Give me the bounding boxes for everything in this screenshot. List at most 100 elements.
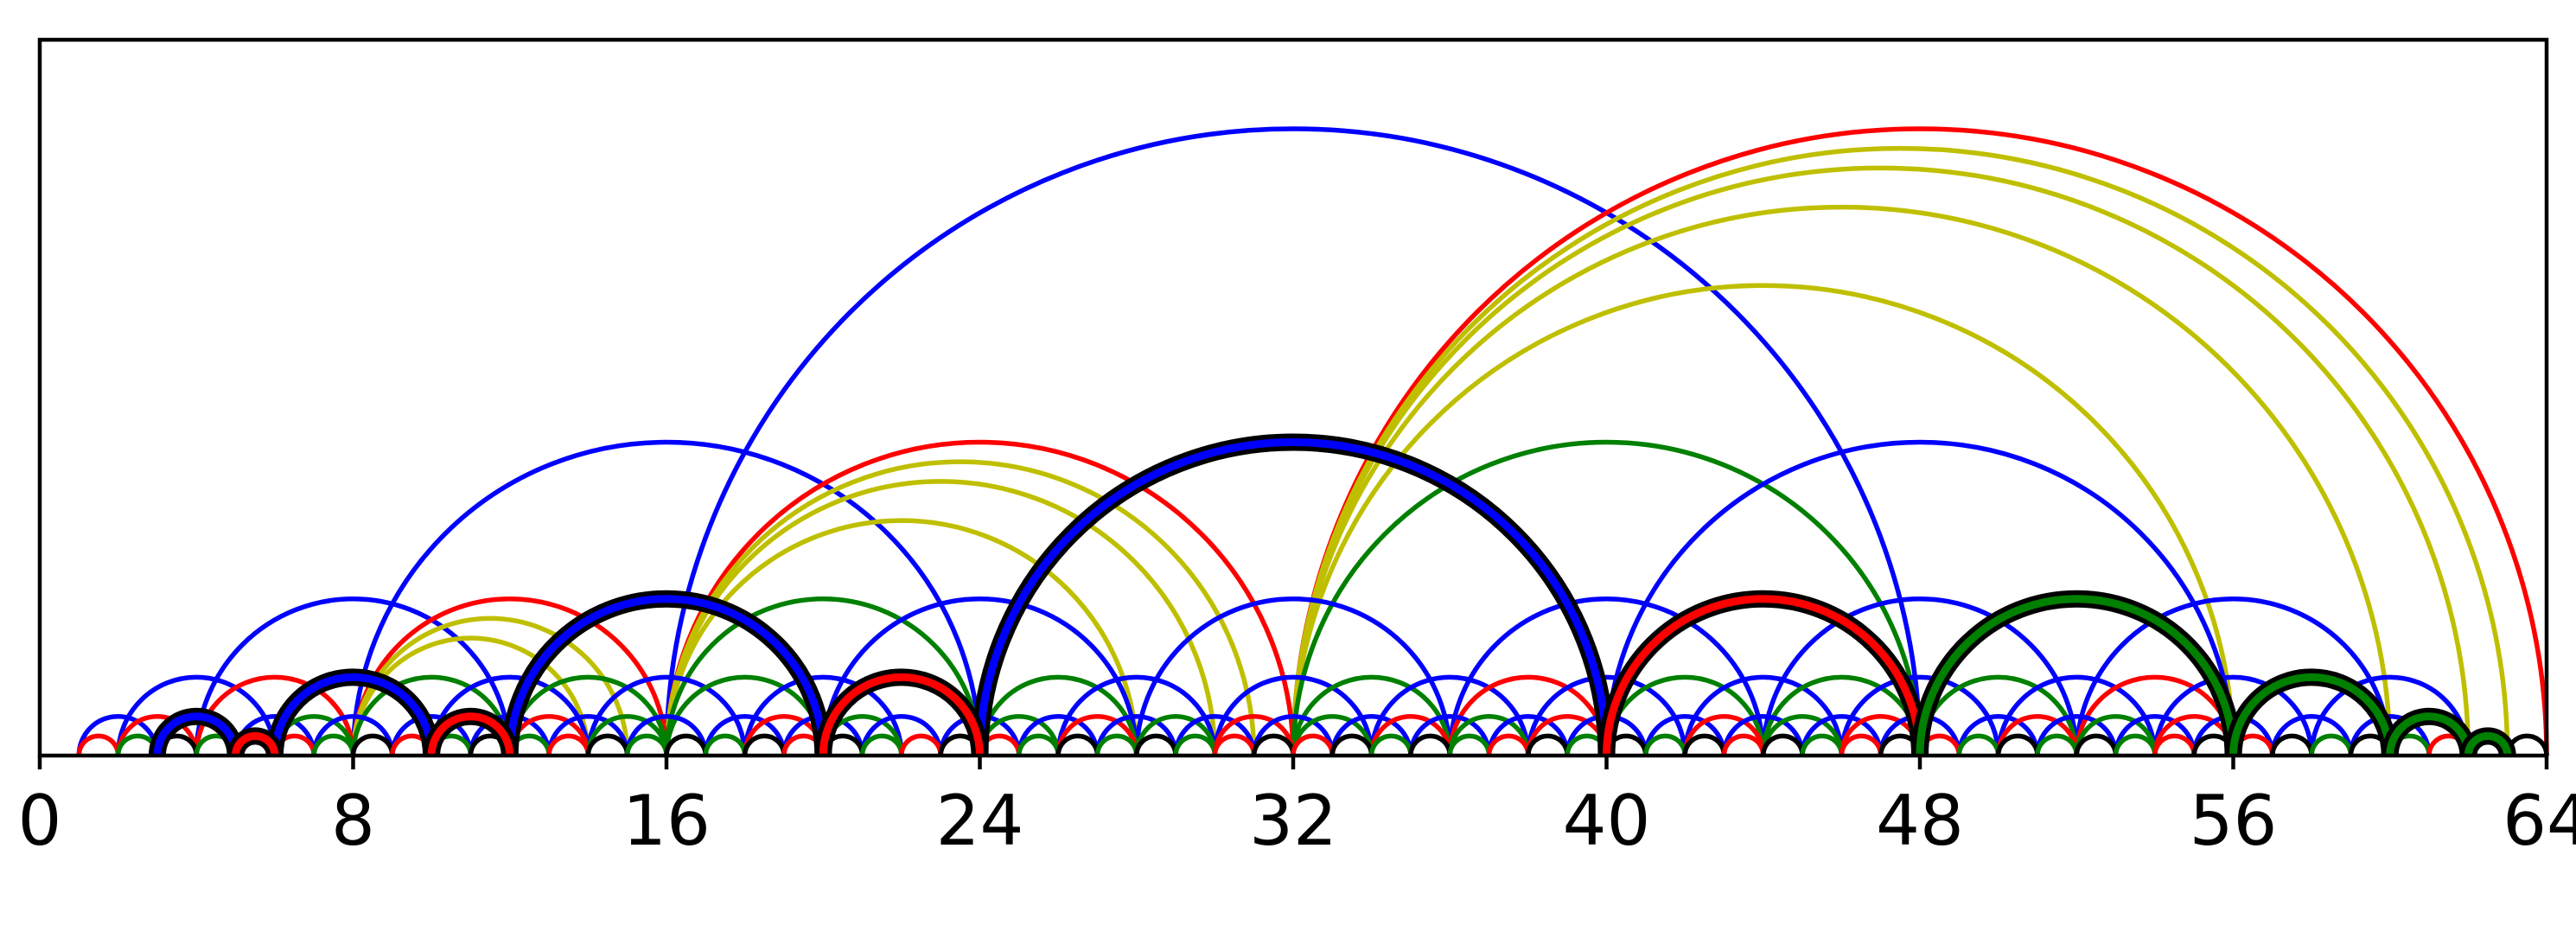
arc-yellow-32-62	[1291, 165, 2471, 756]
arc-yellow-8-14	[350, 635, 591, 756]
arc-red-26-28	[1055, 714, 1139, 756]
arc-black-28-29	[1134, 733, 1178, 756]
arc-black-52-53	[2074, 733, 2119, 756]
highlighted-arc-core	[153, 712, 240, 756]
highlighted-arc-green-56-60	[2224, 668, 2399, 756]
arc-blue-8-24	[350, 439, 983, 756]
x-axis-ticks: 0 8 16 24 32 40 48 56 64	[18, 756, 2576, 861]
arc-green-28-30	[1134, 713, 1218, 756]
arc-blue-43-45	[1721, 714, 1805, 756]
x-tick-label: 56	[2190, 781, 2278, 861]
arc-green-14-16	[585, 713, 669, 756]
arc-blue-15-17	[624, 713, 709, 756]
arc-green-25-26	[1017, 733, 1061, 756]
arc-blue-37-39	[1486, 713, 1570, 756]
arc-blue-29-31	[1173, 713, 1257, 756]
highlighted-arc-green-60-62	[2381, 707, 2477, 756]
arc-black-57-58	[2270, 733, 2314, 756]
arc-green-17-18	[703, 733, 748, 756]
arc-blue-44-52	[1761, 596, 2079, 756]
arc-blue-51-53	[2035, 714, 2119, 756]
arc-red-2-4	[115, 713, 199, 756]
x-tick-label: 0	[18, 781, 62, 861]
arc-black-38-39	[1526, 733, 1570, 756]
arc-blue-17-19	[703, 713, 787, 756]
arc-black-8-9	[350, 733, 395, 756]
x-tick-label: 64	[2503, 781, 2576, 861]
x-tick-label: 40	[1563, 781, 1651, 861]
arc-red-34-36	[1368, 714, 1452, 756]
highlighted-arc-core	[1916, 595, 2237, 756]
arc-green-34-35	[1368, 733, 1413, 756]
arc-green-32-34	[1291, 713, 1374, 756]
arc-blue-9-11	[390, 713, 474, 756]
arc-black-50-51	[1995, 733, 2040, 756]
arc-green-32-36	[1291, 674, 1452, 756]
arc-green-36-38	[1447, 713, 1531, 756]
arc-green-32-48	[1291, 439, 1922, 756]
arc-black-14-15	[585, 733, 630, 756]
arc-yellow-32-63	[1291, 145, 2510, 756]
arc-black-33-34	[1329, 733, 1374, 756]
arc-blue-18-22	[742, 674, 904, 756]
arc-red-30-32	[1212, 714, 1296, 756]
highlighted-arc-core	[2229, 673, 2394, 756]
highlighted-arc-blue-6-10	[265, 668, 441, 756]
arc-red-32-33	[1291, 733, 1336, 756]
highlighted-arc-green-62-63	[2459, 727, 2516, 756]
arc-blue-7-9	[311, 713, 395, 756]
arc-blue-54-58	[2152, 674, 2314, 756]
highlighted-arc-green-48-56	[1911, 590, 2242, 756]
x-tick-label: 16	[622, 781, 711, 861]
arc-black-42-43	[1682, 733, 1727, 756]
arc-blue-2-6	[115, 674, 277, 756]
arc-yellow-8-15	[350, 616, 630, 756]
arc-red-30-31	[1212, 733, 1257, 756]
arc-green-45-46	[1800, 733, 1845, 756]
arc-red-37-38	[1486, 733, 1531, 756]
arc-green-27-28	[1094, 733, 1139, 756]
arc-red-50-52	[1995, 714, 2079, 756]
arc-green-44-46	[1761, 713, 1845, 756]
arc-blue-25-27	[1017, 713, 1100, 756]
x-tick-label: 32	[1249, 781, 1337, 861]
x-tick-label: 48	[1876, 781, 1964, 861]
highlighted-arc-blue-12-20	[501, 590, 832, 756]
highlighted-arc-red-40-48	[1597, 590, 1929, 756]
arc-red-54-55	[2152, 733, 2197, 756]
highlighted-arc-core	[427, 712, 514, 756]
arc-black-18-19	[742, 733, 787, 756]
arc-blue-31-33	[1251, 714, 1336, 756]
arc-green-51-52	[2035, 733, 2079, 756]
arc-green-7-8	[311, 733, 356, 756]
arc-red-43-44	[1721, 733, 1766, 756]
highlighted-arc-core	[1603, 595, 1924, 756]
arc-blue-45-47	[1800, 713, 1884, 756]
arc-blue-27-29	[1094, 714, 1178, 756]
highlighted-arc-blue-24-40	[971, 433, 1616, 756]
arc-blue-59-61	[2348, 714, 2432, 756]
arc-blue-30-34	[1212, 674, 1374, 756]
arc-green-53-54	[2113, 733, 2158, 756]
arc-red-22-23	[899, 733, 943, 756]
arc-blue-41-43	[1643, 713, 1727, 756]
arc-blue-14-18	[585, 674, 748, 756]
arc-blue-13-15	[546, 713, 630, 756]
arc-blue-40-56	[1604, 439, 2236, 756]
arc-green-29-30	[1173, 733, 1218, 756]
arc-blue-4-12	[194, 596, 513, 756]
arc-blue-34-38	[1368, 674, 1531, 756]
arc-yellow-16-28	[664, 518, 1139, 756]
arc-blue-42-46	[1682, 674, 1845, 756]
arc-yellow-32-56	[1291, 283, 2236, 756]
arc-black-16-17	[664, 733, 709, 756]
highlighted-arc-core	[976, 438, 1610, 756]
highlighted-arc-core	[819, 673, 984, 756]
x-tick-label: 8	[331, 781, 375, 861]
arc-green-16-24	[664, 596, 983, 756]
highlighted-arc-red-5-6	[226, 727, 284, 756]
highlighted-arc-blue-3-5	[148, 707, 245, 756]
arc-green-41-42	[1643, 733, 1687, 756]
